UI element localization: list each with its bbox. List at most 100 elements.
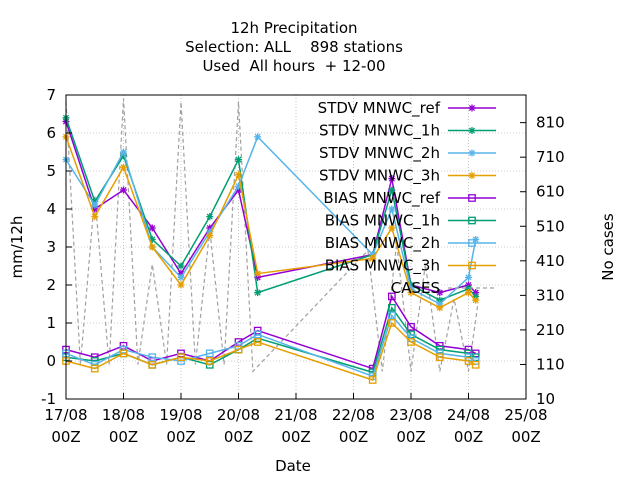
legend-entry-bias-mnwc-ref: BIAS MNWC_ref — [323, 189, 496, 208]
legend-marker — [468, 104, 476, 112]
data-point-bias-mnwc-3h — [471, 360, 480, 369]
legend-entry-bias-mnwc-1h: BIAS MNWC_1h — [325, 212, 496, 231]
data-point-stdv-mnwc-3h — [472, 296, 480, 304]
y2-tick-label: 210 — [536, 321, 565, 339]
legend-entry-stdv-mnwc-1h: STDV MNWC_1h — [319, 122, 496, 141]
data-point-stdv-mnwc-ref — [148, 224, 156, 232]
y2-tick-label: 610 — [536, 183, 565, 201]
data-point-stdv-mnwc-3h — [91, 213, 99, 221]
y2-tick-label: 710 — [536, 148, 565, 166]
y2-tick-label: 410 — [536, 252, 565, 270]
title-line-1: 12h Precipitation — [230, 19, 357, 37]
x-tick-label: 00Z — [454, 428, 483, 446]
x-tick-label: 17/08 — [44, 406, 87, 424]
y-tick-label: 3 — [46, 238, 56, 256]
legend-marker — [468, 172, 476, 179]
y2-axis-label: No cases — [599, 213, 617, 281]
y-tick-label: 4 — [46, 200, 56, 218]
series-line-bias-mnwc-2h — [65, 313, 477, 378]
data-point-bias-mnwc-2h — [387, 311, 396, 320]
x-tick-label: 00Z — [396, 428, 425, 446]
data-point-bias-mnwc-3h — [90, 364, 99, 373]
legend-label: STDV MNWC_1h — [319, 122, 440, 141]
legend-label: BIAS MNWC_3h — [325, 257, 440, 276]
y-axis: -1 0 1 2 3 4 5 6 7 — [41, 86, 72, 408]
data-point-bias-mnwc-3h — [148, 360, 157, 369]
legend-marker — [468, 239, 476, 247]
x-tick-label: 00Z — [224, 428, 253, 446]
data-point-stdv-mnwc-3h — [177, 281, 185, 289]
data-point-stdv-mnwc-1h — [235, 156, 242, 164]
data-point-bias-mnwc-3h — [234, 345, 243, 354]
title-line-3: Used All hours + 12-00 — [202, 57, 385, 75]
y-tick-label: 1 — [46, 314, 56, 332]
series-line-stdv-mnwc-ref — [65, 121, 477, 294]
data-point-stdv-mnwc-ref — [388, 175, 396, 183]
legend-marker — [468, 149, 476, 157]
y2-tick-label: 310 — [536, 286, 565, 304]
data-point-bias-mnwc-3h — [407, 338, 415, 346]
legend-entry-bias-mnwc-3h: BIAS MNWC_3h — [325, 257, 496, 276]
data-point-stdv-mnwc-3h — [235, 171, 242, 179]
series-line-stdv-mnwc-2h — [65, 135, 477, 305]
data-point-stdv-mnwc-2h — [254, 133, 262, 141]
x-tick-label: 00Z — [109, 428, 138, 446]
x-tick-label: 24/08 — [447, 406, 490, 424]
x-tick-label: 00Z — [511, 428, 540, 446]
legend-marker — [468, 261, 476, 270]
x-tick-label: 00Z — [281, 428, 310, 446]
y-tick-label: 0 — [46, 352, 56, 370]
data-point-stdv-mnwc-3h — [465, 289, 472, 297]
data-point-stdv-mnwc-3h — [120, 163, 127, 171]
data-point-stdv-mnwc-2h — [120, 148, 127, 156]
data-point-stdv-mnwc-2h — [388, 205, 396, 213]
legend-marker — [468, 127, 476, 134]
x-tick-label: 00Z — [51, 428, 80, 446]
y-axis-label: mm/12h — [8, 216, 26, 279]
y-tick-label: 2 — [46, 276, 56, 294]
series-stdv-mnwc-3h — [62, 133, 480, 312]
data-point-stdv-mnwc-2h — [177, 273, 185, 281]
x-axis-label: Date — [275, 457, 311, 475]
legend-entry-bias-mnwc-2h: BIAS MNWC_2h — [325, 234, 496, 253]
y-tick-label: 6 — [46, 124, 56, 142]
y-tick-label: 5 — [46, 162, 56, 180]
data-point-bias-mnwc-2h — [148, 353, 157, 362]
series-bias-mnwc-1h — [62, 303, 480, 377]
data-point-stdv-mnwc-1h — [388, 186, 396, 194]
data-point-bias-mnwc-3h — [205, 357, 214, 365]
x-tick-label: 00Z — [166, 428, 195, 446]
x-tick-label: 23/08 — [389, 406, 432, 424]
data-point-stdv-mnwc-1h — [177, 262, 185, 270]
data-point-bias-mnwc-3h — [435, 353, 444, 362]
data-point-bias-mnwc-1h — [387, 303, 396, 312]
series-line-stdv-mnwc-3h — [65, 136, 477, 309]
data-point-bias-mnwc-2h — [205, 349, 214, 358]
legend-label: BIAS MNWC_1h — [325, 212, 440, 231]
data-point-bias-mnwc-ref — [407, 322, 415, 331]
data-point-bias-mnwc-3h — [387, 319, 396, 327]
legend-marker — [468, 194, 476, 202]
y-tick-label: -1 — [41, 390, 56, 408]
data-point-stdv-mnwc-ref — [436, 289, 444, 297]
legend-label: BIAS MNWC_2h — [325, 234, 440, 253]
data-point-bias-mnwc-3h — [464, 357, 473, 365]
data-point-bias-mnwc-ref — [387, 292, 396, 301]
legend-label: BIAS MNWC_ref — [323, 189, 440, 208]
legend-entry-stdv-mnwc-3h: STDV MNWC_3h — [319, 167, 496, 186]
x-tick-label: 18/08 — [102, 406, 145, 424]
series-cases — [65, 98, 479, 373]
y-tick-label: 7 — [46, 86, 56, 104]
data-point-stdv-mnwc-3h — [206, 232, 214, 240]
data-point-stdv-mnwc-2h — [465, 273, 472, 281]
data-point-stdv-mnwc-3h — [254, 270, 262, 278]
data-point-stdv-mnwc-1h — [254, 289, 262, 297]
legend-entry-stdv-mnwc-ref: STDV MNWC_ref — [318, 99, 496, 118]
title-line-2: Selection: ALL 898 stations — [185, 38, 403, 56]
data-point-bias-mnwc-2h — [253, 330, 262, 339]
legend-label: CASES — [391, 279, 440, 297]
chart-title: 12h Precipitation Selection: ALL 898 sta… — [185, 19, 403, 75]
series-line-bias-mnwc-3h — [65, 321, 477, 381]
